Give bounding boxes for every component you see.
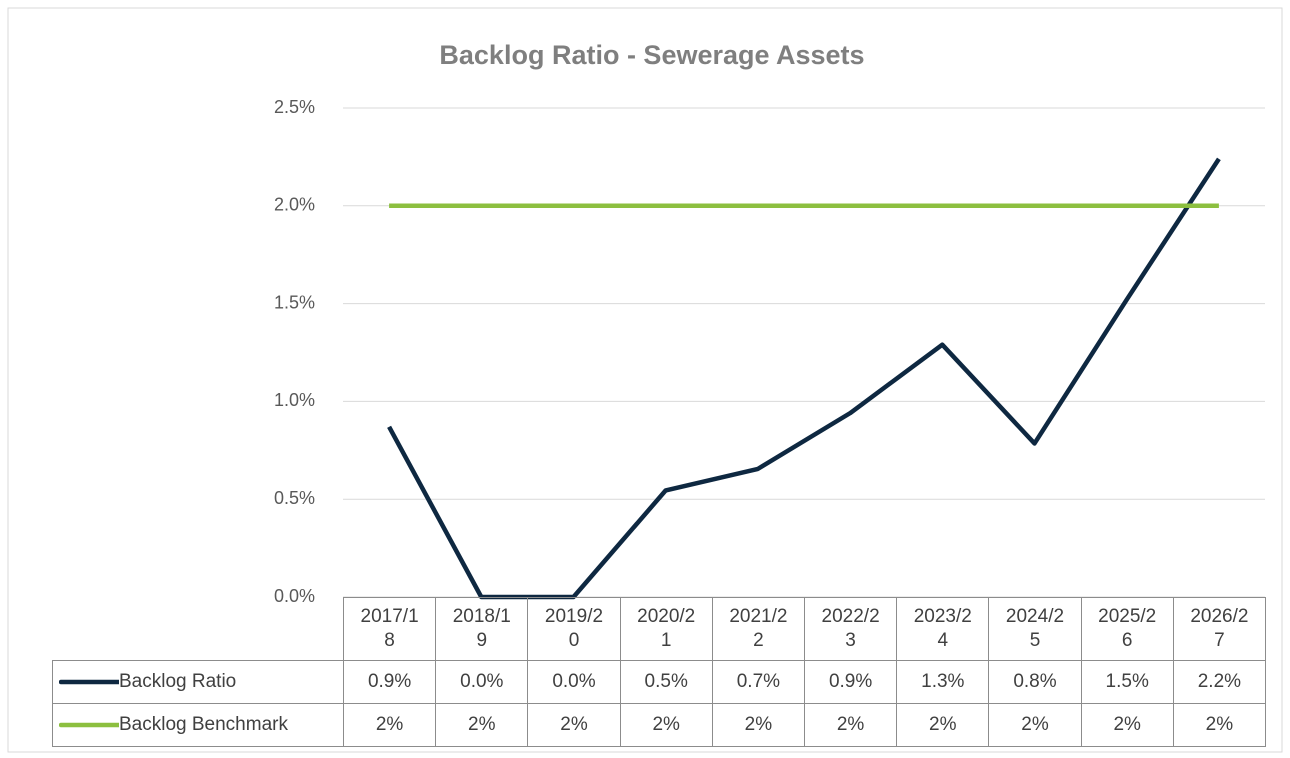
- table-value-cell: 0.7%: [711, 660, 805, 704]
- table-header-cell: 2018/19: [435, 597, 529, 661]
- table-value-cell: 2%: [1172, 703, 1266, 747]
- table-value-cell: 0.8%: [988, 660, 1082, 704]
- category-label: 2017/18: [360, 606, 419, 651]
- table-row-label: Backlog Ratio: [52, 660, 344, 704]
- table-value-cell: 2%: [711, 703, 805, 747]
- table-header-cell: 2024/25: [988, 597, 1082, 661]
- table-header-cell: 2019/20: [527, 597, 621, 661]
- data-label: 1.5%: [1105, 671, 1149, 692]
- category-label: 2021/22: [729, 606, 788, 651]
- category-label: 2023/24: [913, 606, 972, 651]
- table-value-cell: 2%: [896, 703, 990, 747]
- table-header-cell: 2023/24: [896, 597, 990, 661]
- data-label: 2.2%: [1197, 671, 1242, 692]
- data-label: 2%: [744, 714, 773, 735]
- table-value-cell: 2%: [988, 703, 1082, 747]
- table-header-cell: 2025/26: [1080, 597, 1174, 661]
- category-label: 2026/27: [1190, 606, 1249, 651]
- y-tick-label: 1.5%: [274, 292, 315, 312]
- table-header-cell: 2021/22: [711, 597, 805, 661]
- y-tick-label: 0.5%: [274, 488, 315, 508]
- data-label: 0.8%: [1013, 671, 1057, 692]
- data-label: 2%: [468, 714, 496, 735]
- data-label: 0.0%: [460, 671, 504, 692]
- data-label: 2%: [1205, 714, 1234, 735]
- table-value-cell: 2%: [1080, 703, 1174, 747]
- category-label: 2025/26: [1098, 606, 1157, 651]
- data-label: 2%: [1113, 714, 1141, 735]
- table-row-label: Backlog Benchmark: [52, 703, 344, 747]
- y-tick-label: 2.0%: [274, 195, 315, 215]
- table-header-cell: 2022/23: [804, 597, 898, 661]
- table-value-cell: 0.0%: [435, 660, 529, 704]
- table-header-cell: 2020/21: [619, 597, 713, 661]
- table-value-cell: 0.9%: [343, 660, 437, 704]
- table-value-cell: 0.5%: [619, 660, 713, 704]
- table-value-cell: 0.9%: [804, 660, 898, 704]
- table-value-cell: 2%: [619, 703, 713, 747]
- legend-label: Backlog Ratio: [119, 671, 237, 692]
- category-label: 2019/20: [544, 606, 604, 651]
- legend-label: Backlog Benchmark: [119, 714, 288, 735]
- data-label: 0.7%: [736, 671, 781, 692]
- data-label: 2%: [652, 714, 680, 735]
- data-label: 2%: [560, 714, 588, 735]
- series-line: [387, 157, 1221, 600]
- y-tick-label: 2.5%: [274, 97, 315, 117]
- data-label: 0.9%: [367, 671, 412, 692]
- category-label: 2022/23: [821, 606, 880, 651]
- table-value-cell: 2%: [343, 703, 437, 747]
- data-label: 2%: [1021, 714, 1049, 735]
- category-label: 2020/21: [637, 606, 696, 651]
- table-value-cell: 2%: [804, 703, 898, 747]
- data-label: 2%: [929, 714, 957, 735]
- table-value-cell: 2.2%: [1172, 660, 1266, 704]
- data-label: 0.0%: [552, 671, 596, 692]
- chart-title: Backlog Ratio - Sewerage Assets: [439, 40, 864, 70]
- category-label: 2018/19: [452, 606, 511, 651]
- y-tick-label: 0.0%: [274, 586, 315, 606]
- table-value-cell: 2%: [527, 703, 621, 747]
- table-value-cell: 0.0%: [527, 660, 621, 704]
- table-value-cell: 2%: [435, 703, 529, 747]
- table-value-cell: 1.5%: [1080, 660, 1174, 704]
- y-tick-label: 1.0%: [274, 390, 315, 410]
- table-header-cell: 2026/27: [1172, 597, 1266, 661]
- legend-key: [59, 722, 119, 728]
- data-label: 1.3%: [921, 671, 965, 692]
- data-label: 0.5%: [644, 671, 688, 692]
- category-label: 2024/25: [1005, 606, 1065, 651]
- table-header-cell: 2017/18: [343, 597, 437, 661]
- table-value-cell: 1.3%: [896, 660, 990, 704]
- chart-border: [7, 7, 1283, 753]
- data-label: 0.9%: [828, 671, 873, 692]
- data-label: 2%: [375, 714, 404, 735]
- data-label: 2%: [836, 714, 865, 735]
- legend-key: [59, 679, 119, 685]
